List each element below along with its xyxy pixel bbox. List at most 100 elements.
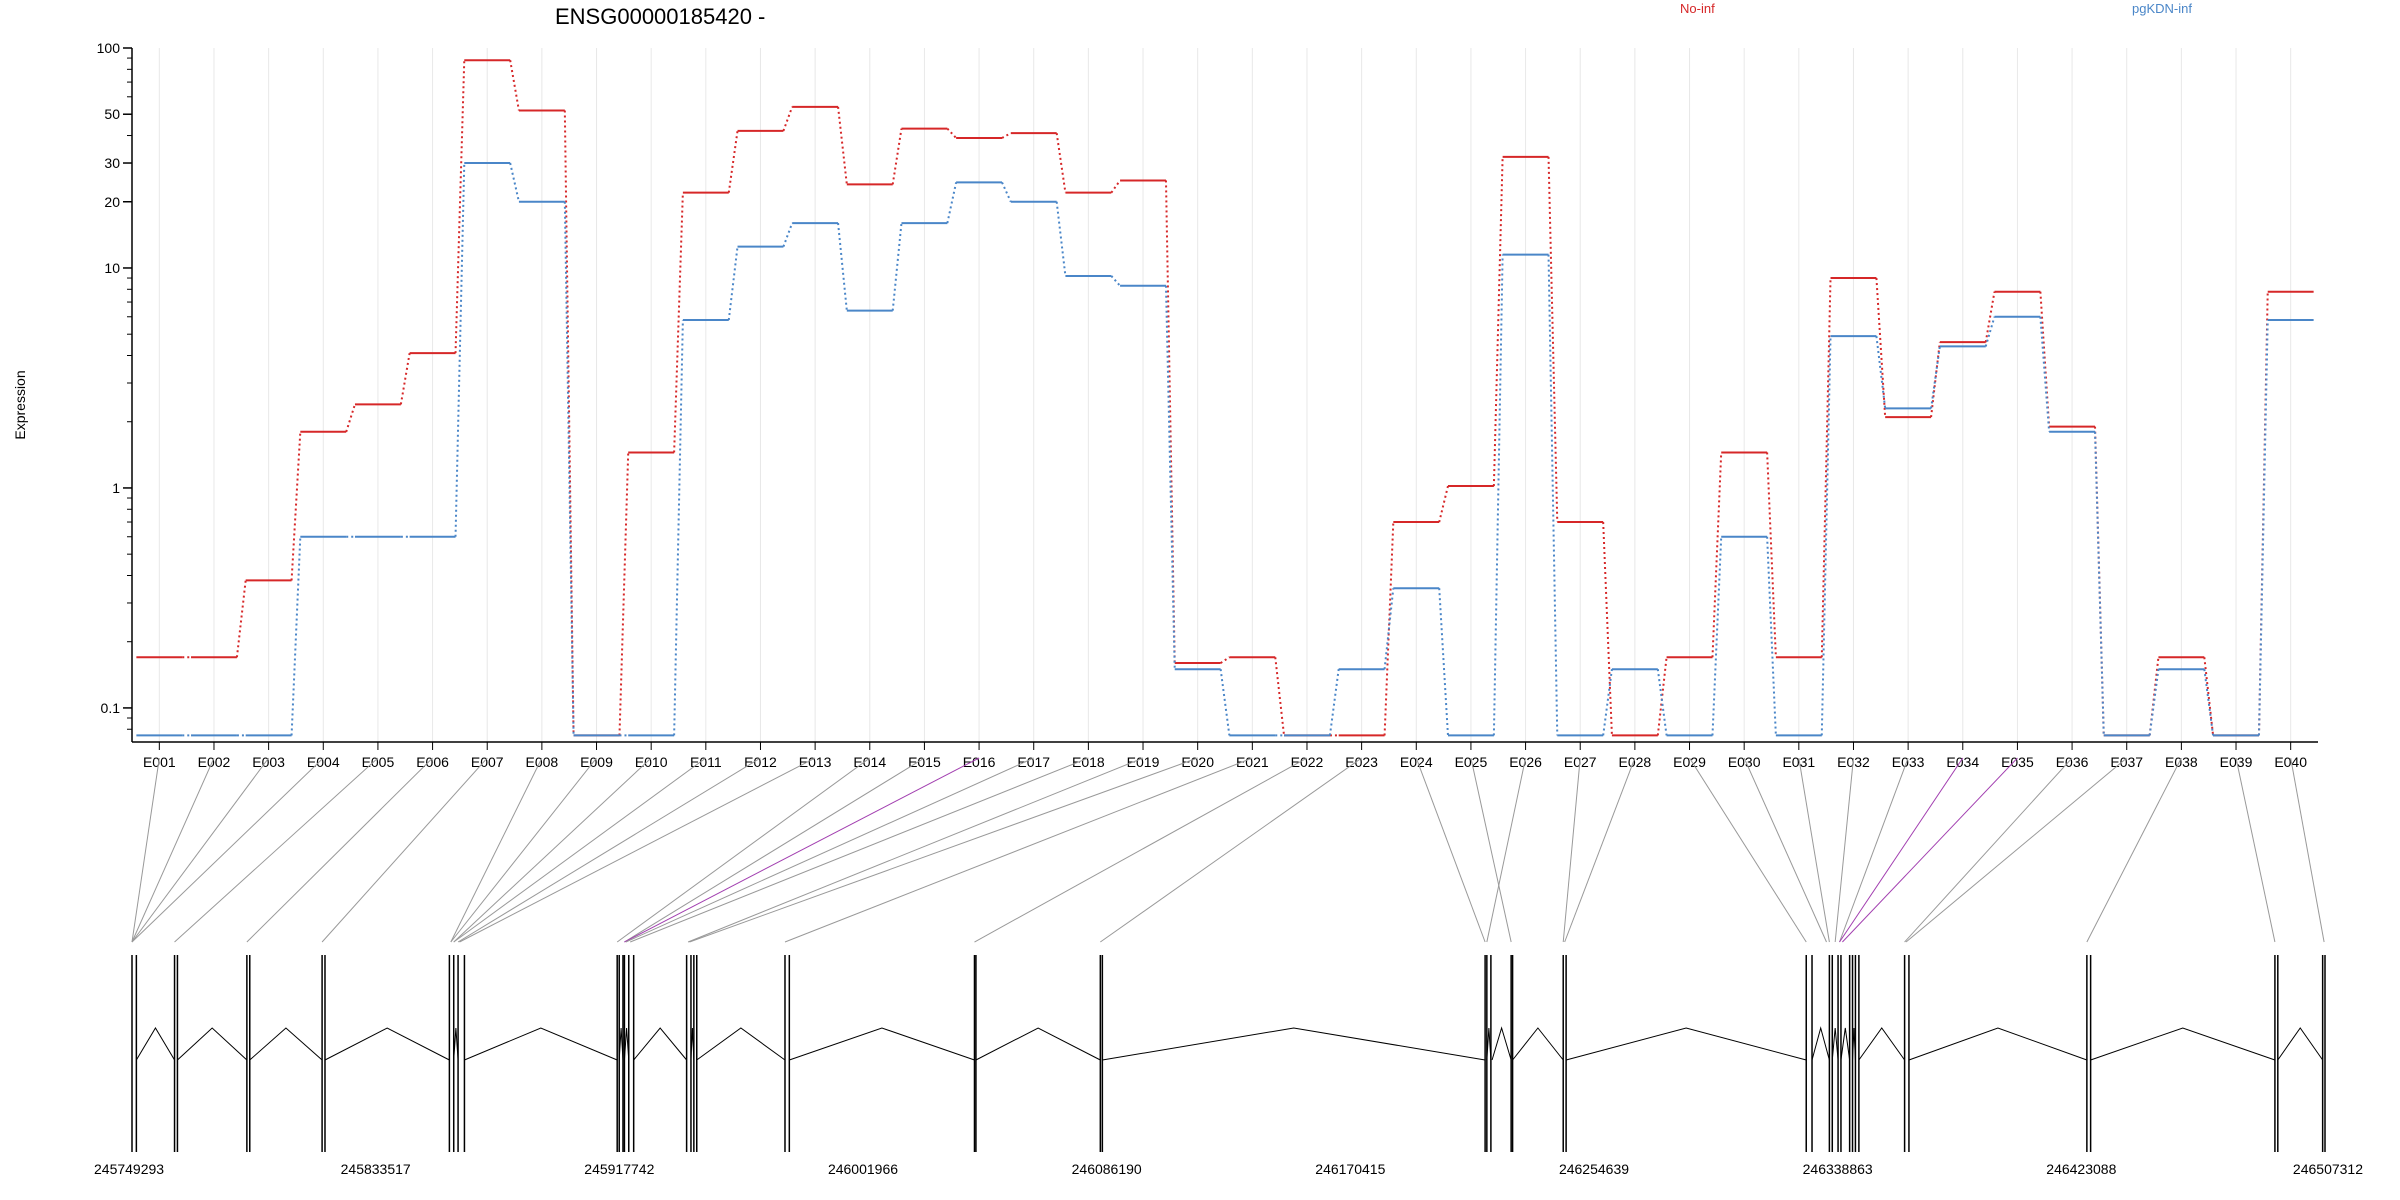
x-tick-label-e005: E005	[362, 754, 395, 770]
series-pgkdn-inf-connector	[1656, 669, 1668, 736]
x-tick-label-e038: E038	[2165, 754, 2198, 770]
series-pgkdn-inf-connector	[837, 222, 848, 311]
intron-chevron	[696, 1027, 786, 1061]
series-pgkdn-inf-connector	[782, 222, 794, 248]
series-no-inf-connector	[1547, 156, 1559, 523]
legend-pgkdn-inf: pgKDN-inf	[2132, 1, 2192, 16]
series-no-inf-connector	[1001, 132, 1012, 139]
x-tick-label-e007: E007	[471, 754, 504, 770]
genomic-position-label: 246423088	[2046, 1161, 2116, 1177]
chart-title: ENSG00000185420 -	[555, 4, 765, 29]
x-tick-label-e010: E010	[635, 754, 668, 770]
series-no-inf-connector	[454, 60, 466, 354]
series-no-inf	[136, 59, 2314, 737]
intron-chevron	[1840, 1027, 1851, 1061]
x-tick-label-e033: E033	[1892, 754, 1925, 770]
x-tick-label-e019: E019	[1127, 754, 1160, 770]
series-pgkdn-inf-connector	[1930, 346, 1941, 409]
intron-chevron	[789, 1027, 975, 1061]
series-no-inf-connector	[946, 127, 957, 139]
x-tick-label-e022: E022	[1291, 754, 1324, 770]
series-pgkdn-inf-connector	[1164, 285, 1176, 670]
series-pgkdn-inf-connector	[673, 319, 684, 736]
series-pgkdn-inf	[136, 162, 2314, 737]
x-tick-label-e008: E008	[526, 754, 559, 770]
y-tick-label: 30	[104, 155, 120, 171]
exon-mapping-line-e035	[1842, 757, 2018, 943]
intron-chevron	[1811, 1026, 1830, 1061]
exon-mapping-line-e008	[450, 757, 543, 943]
exon-mapping-line-e034	[1839, 757, 1964, 943]
exon-mapping-line-e005	[174, 757, 379, 943]
exon-mapping-line-e032	[1834, 757, 1854, 943]
exon-mapping-line-e015	[624, 757, 925, 943]
series-pgkdn-inf-connector	[1219, 669, 1231, 736]
series-no-inf-connector	[345, 404, 356, 433]
intron-chevron	[1858, 1027, 1906, 1061]
series-no-inf-connector	[2039, 291, 2051, 427]
exon-mapping-line-e026	[1486, 757, 1527, 943]
series-pgkdn-inf-connector	[1984, 316, 1996, 347]
series-no-inf-connector	[891, 128, 903, 185]
x-tick-label-e003: E003	[252, 754, 285, 770]
series-no-inf-connector	[782, 106, 794, 132]
exon-mapping-line-e014	[616, 757, 871, 943]
series-no-inf-connector	[1766, 452, 1777, 658]
series-no-inf-connector	[563, 110, 575, 736]
x-tick-label-e035: E035	[2001, 754, 2034, 770]
series-pgkdn-inf-connector	[1711, 536, 1723, 736]
exon-mapping-line-e012	[457, 757, 761, 943]
intron-chevron	[1908, 1027, 2088, 1061]
series-no-inf-connector	[2203, 657, 2215, 736]
genomic-position-label: 246086190	[1072, 1161, 1142, 1177]
series-no-inf-connector	[290, 431, 302, 581]
genomic-position-label: 246507312	[2293, 1161, 2363, 1177]
genomic-position-label: 245833517	[341, 1161, 411, 1177]
series-no-inf-connector	[1220, 656, 1230, 664]
y-axis: 0.1 1 10 20 30 50 100	[97, 40, 133, 742]
intron-chevron	[1491, 1026, 1512, 1061]
exon-mapping-line-e017	[625, 757, 1034, 943]
x-tick-label-e016: E016	[963, 754, 996, 770]
series-pgkdn-inf-connector	[1001, 181, 1012, 203]
series-no-inf-connector	[1875, 277, 1887, 418]
series-pgkdn-inf-connector	[1110, 275, 1121, 287]
x-tick-label-e017: E017	[1017, 754, 1050, 770]
series-no-inf-connector	[1274, 657, 1286, 736]
x-tick-label-e029: E029	[1673, 754, 1706, 770]
x-tick-label-e012: E012	[744, 754, 777, 770]
exon-mapping-line-e038	[2086, 757, 2182, 943]
series-pgkdn-inf-connector	[727, 246, 739, 321]
intron-chevron	[2090, 1027, 2276, 1061]
x-axis: E001 E002 E003 E004 E005 E006 E007 E008 E009 E010…	[132, 741, 2318, 770]
series-pgkdn-inf-connector	[1328, 669, 1340, 736]
series-no-inf-connector	[673, 192, 684, 453]
intron-chevron	[324, 1027, 450, 1061]
series-pgkdn-inf-connector	[509, 162, 520, 202]
exon-mapping-line-e007	[321, 757, 488, 943]
y-tick-label: 10	[104, 260, 120, 276]
series-pgkdn-inf-connector	[2203, 669, 2215, 736]
exon-mapping-line-e030	[1743, 757, 1827, 943]
x-tick-label-e009: E009	[580, 754, 613, 770]
x-tick-label-e040: E040	[2274, 754, 2307, 770]
intron-chevron	[1831, 1027, 1839, 1061]
intron-chevron	[135, 1027, 175, 1061]
intron-chevron	[1102, 1027, 1486, 1061]
exon-mapping-line-e019	[687, 757, 1144, 943]
series-pgkdn-inf-connector	[1766, 536, 1777, 736]
exon-mapping-line-e023	[1100, 757, 1362, 943]
intron-chevron	[975, 1027, 1101, 1061]
series-pgkdn-inf-connector	[1602, 669, 1613, 736]
x-tick-label-e002: E002	[198, 754, 231, 770]
x-tick-label-e026: E026	[1509, 754, 1542, 770]
exon-mapping-line-e001	[131, 757, 160, 943]
intron-chevron	[633, 1027, 688, 1061]
series-no-inf-connector	[1164, 180, 1176, 664]
exon-mapping-line-e024	[1415, 757, 1486, 943]
exon-mapping-line-e031	[1798, 757, 1830, 943]
series-no-inf-connector	[1984, 291, 1996, 343]
x-tick-label-e014: E014	[853, 754, 886, 770]
series-no-inf-connector	[1602, 521, 1613, 736]
x-tick-label-e001: E001	[143, 754, 176, 770]
